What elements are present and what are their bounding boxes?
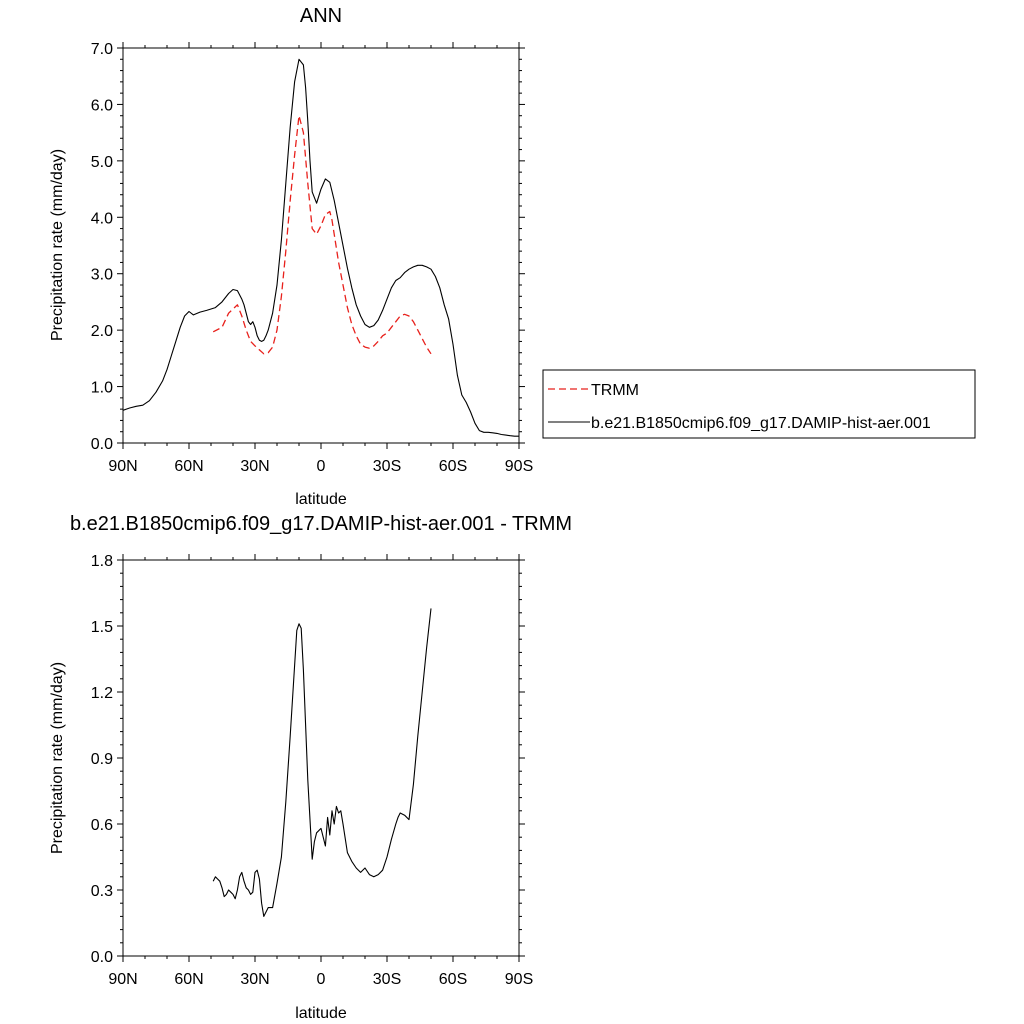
- x-tick-label: 60N: [174, 971, 203, 988]
- bottom-x-axis-label: latitude: [295, 1005, 347, 1022]
- y-tick-label: 7.0: [91, 41, 113, 58]
- legend-box: [542, 369, 976, 439]
- top-y-tick-labels: 0.0 1.0 2.0 3.0 4.0 5.0 6.0 7.0: [91, 41, 113, 453]
- x-tick-label: 90N: [108, 458, 137, 475]
- y-tick-label: 1.2: [91, 685, 113, 702]
- x-tick-label: 60S: [439, 458, 467, 475]
- y-tick-label: 6.0: [91, 97, 113, 114]
- bottom-series-lines: [212, 608, 432, 917]
- x-tick-label: 90S: [505, 458, 533, 475]
- bottom-tick-marks: [117, 554, 525, 962]
- bottom-plot-frame: [122, 559, 520, 957]
- y-tick-label: 1.0: [91, 380, 113, 397]
- y-tick-label: 1.5: [91, 619, 113, 636]
- bottom-title: b.e21.B1850cmip6.f09_g17.DAMIP-hist-aer.…: [70, 513, 572, 535]
- series-line-model: [212, 608, 432, 917]
- x-tick-label: 0: [317, 458, 326, 475]
- x-tick-label: 60S: [439, 971, 467, 988]
- top-x-axis-label: latitude: [295, 491, 347, 508]
- x-tick-label: 90S: [505, 971, 533, 988]
- y-tick-label: 0.6: [91, 817, 113, 834]
- top-panel: ANN 0.0 1.0 2.0 3.0 4.0 5.0 6.0 7.0 90N 60N 30N 0 3…: [49, 5, 533, 508]
- legend: TRMM b.e21.B1850cmip6.f09_g17.DAMIP-hist…: [542, 369, 976, 439]
- y-tick-label: 3.0: [91, 267, 113, 284]
- y-tick-label: 0.9: [91, 751, 113, 768]
- top-series-lines: [122, 58, 519, 437]
- bottom-x-tick-labels: 90N 60N 30N 0 30S 60S 90S: [108, 971, 533, 988]
- y-tick-label: 5.0: [91, 154, 113, 171]
- x-tick-label: 30N: [240, 458, 269, 475]
- x-tick-label: 30N: [240, 971, 269, 988]
- top-tick-marks: [117, 42, 525, 449]
- y-tick-label: 0.3: [91, 883, 113, 900]
- top-title: ANN: [300, 5, 342, 27]
- series-line-model: [122, 58, 519, 437]
- x-tick-label: 60N: [174, 458, 203, 475]
- series-line-trmm: [212, 115, 432, 355]
- y-tick-label: 4.0: [91, 210, 113, 227]
- x-tick-label: 90N: [108, 971, 137, 988]
- x-tick-label: 30S: [373, 458, 401, 475]
- y-tick-label: 0.0: [91, 436, 113, 453]
- top-x-tick-labels: 90N 60N 30N 0 30S 60S 90S: [108, 458, 533, 475]
- bottom-y-tick-labels: 0.0 0.3 0.6 0.9 1.2 1.5 1.8: [91, 553, 113, 966]
- y-tick-label: 0.0: [91, 949, 113, 966]
- y-tick-label: 2.0: [91, 323, 113, 340]
- bottom-y-axis-label: Precipitation rate (mm/day): [49, 662, 66, 854]
- legend-model-label: b.e21.B1850cmip6.f09_g17.DAMIP-hist-aer.…: [591, 415, 931, 432]
- legend-trmm-label: TRMM: [591, 382, 639, 399]
- top-y-axis-label: Precipitation rate (mm/day): [49, 149, 66, 341]
- bottom-panel: b.e21.B1850cmip6.f09_g17.DAMIP-hist-aer.…: [49, 513, 572, 1022]
- x-tick-label: 30S: [373, 971, 401, 988]
- x-tick-label: 0: [317, 971, 326, 988]
- y-tick-label: 1.8: [91, 553, 113, 570]
